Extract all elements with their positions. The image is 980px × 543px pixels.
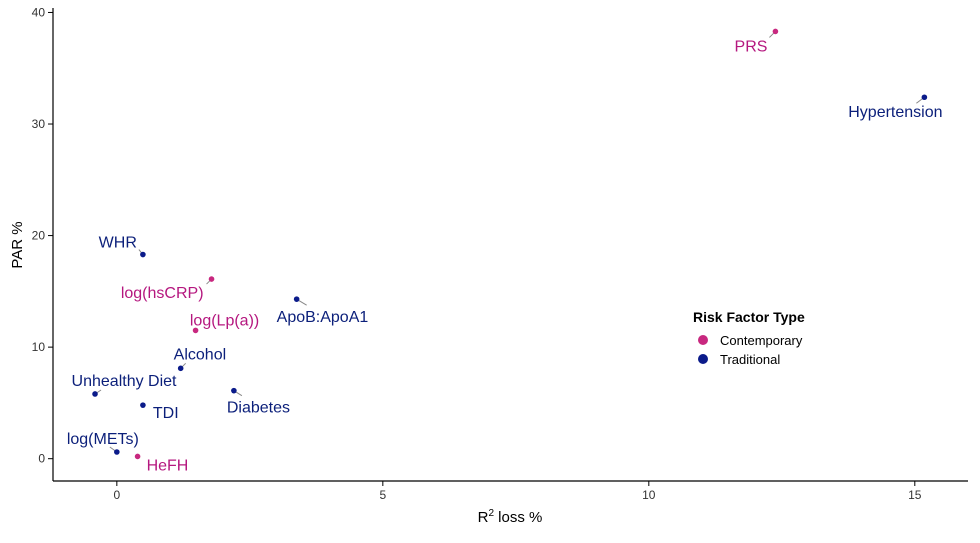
x-tick-label: 10 — [642, 488, 656, 502]
point-label: log(Lp(a)) — [190, 312, 259, 329]
x-tick-label: 15 — [908, 488, 922, 502]
legend: Risk Factor Type Contemporary Traditiona… — [693, 309, 805, 367]
data-point — [192, 327, 199, 334]
y-axis-label: PAR % — [9, 221, 26, 268]
point-label: TDI — [153, 405, 179, 422]
point-label: Alcohol — [174, 346, 226, 363]
legend-label-contemporary: Contemporary — [720, 333, 803, 348]
point-label: HeFH — [147, 457, 189, 474]
point-label: PRS — [735, 38, 768, 55]
data-point — [293, 296, 300, 302]
point-label: log(hsCRP) — [121, 285, 204, 302]
y-tick-label: 0 — [38, 452, 45, 466]
data-point — [177, 365, 184, 372]
data-point — [140, 402, 146, 408]
y-tick-label: 30 — [32, 117, 46, 131]
legend-title: Risk Factor Type — [693, 309, 805, 325]
axes — [52, 8, 968, 482]
y-tick-label: 40 — [32, 5, 46, 19]
data-point — [921, 94, 928, 101]
x-axis-label: R2 loss % — [478, 508, 543, 526]
data-point — [208, 276, 215, 282]
legend-key-traditional — [698, 354, 708, 364]
data-point — [114, 449, 120, 455]
data-point — [134, 453, 141, 460]
data-point — [231, 387, 237, 394]
x-tick-label: 5 — [379, 488, 386, 502]
legend-key-contemporary — [698, 335, 708, 345]
data-point — [92, 391, 98, 397]
y-tick-label: 20 — [32, 229, 46, 243]
data-point — [140, 251, 146, 258]
point-label: Diabetes — [227, 400, 290, 417]
x-tick-label: 0 — [113, 488, 120, 502]
point-label: Unhealthy Diet — [72, 373, 178, 390]
point-label: log(METs) — [67, 431, 139, 448]
y-tick-label: 10 — [32, 340, 46, 354]
legend-label-traditional: Traditional — [720, 352, 780, 367]
point-label: ApoB:ApoA1 — [277, 309, 369, 326]
data-point — [772, 28, 779, 35]
point-label: WHR — [99, 235, 137, 252]
point-label: Hypertension — [848, 104, 942, 121]
